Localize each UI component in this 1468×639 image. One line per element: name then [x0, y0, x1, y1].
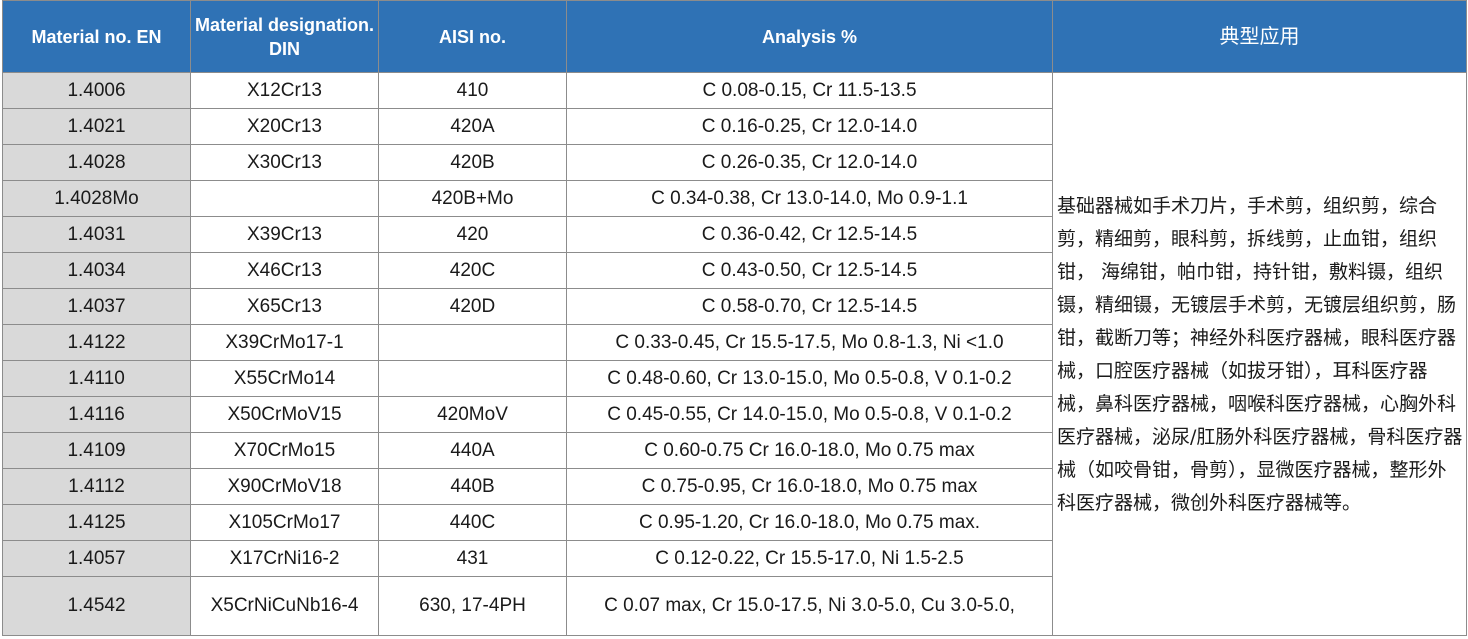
cell-material-designation-din: X12Cr13 — [190, 72, 379, 109]
cell-material-designation-din: X39Cr13 — [190, 216, 379, 253]
cell-analysis: C 0.95-1.20, Cr 16.0-18.0, Mo 0.75 max. — [566, 504, 1053, 541]
cell-aisi-no — [378, 360, 567, 397]
cell-aisi-no: 440C — [378, 504, 567, 541]
table-row: 1.4037 X65Cr13 420D C 0.58-0.70, Cr 12.5-14… — [2, 288, 1467, 325]
header-typical-application: 典型应用 — [1052, 0, 1467, 73]
table-row: 1.4031 X39Cr13 420 C 0.36-0.42, Cr 12.5-14.… — [2, 216, 1467, 253]
cell-aisi-no: 431 — [378, 540, 567, 577]
cell-analysis: C 0.33-0.45, Cr 15.5-17.5, Mo 0.8-1.3, N… — [566, 324, 1053, 361]
cell-aisi-no: 420MoV — [378, 396, 567, 433]
cell-material-no-en: 1.4112 — [2, 468, 191, 505]
cell-material-no-en: 1.4037 — [2, 288, 191, 325]
cell-aisi-no: 410 — [378, 72, 567, 109]
cell-material-no-en: 1.4028 — [2, 144, 191, 181]
cell-material-no-en: 1.4116 — [2, 396, 191, 433]
table-row: 1.4125 X105CrMo17 440C C 0.95-1.20, Cr 16.0… — [2, 504, 1467, 541]
table-row: 1.4542 X5CrNiCuNb16-4 630, 17-4PH C 0.07 ma… — [2, 576, 1467, 636]
cell-material-designation-din: X55CrMo14 — [190, 360, 379, 397]
cell-material-no-en: 1.4028Mo — [2, 180, 191, 217]
cell-material-no-en: 1.4006 — [2, 72, 191, 109]
table-row: 1.4122 X39CrMo17-1 C 0.33-0.45, Cr 15.5-17… — [2, 324, 1467, 361]
cell-aisi-no: 420D — [378, 288, 567, 325]
cell-aisi-no: 420 — [378, 216, 567, 253]
table-row: 1.4028 X30Cr13 420B C 0.26-0.35, Cr 12.0-14… — [2, 144, 1467, 181]
cell-material-no-en: 1.4125 — [2, 504, 191, 541]
cell-analysis: C 0.48-0.60, Cr 13.0-15.0, Mo 0.5-0.8, V… — [566, 360, 1053, 397]
cell-material-designation-din: X90CrMoV18 — [190, 468, 379, 505]
cell-material-no-en: 1.4542 — [2, 576, 191, 636]
table-row: 1.4028Mo 420B+Mo C 0.34-0.38, Cr 13.0-14.0… — [2, 180, 1467, 217]
header-material-designation-din: Material designation. DIN — [190, 0, 379, 73]
cell-material-designation-din: X5CrNiCuNb16-4 — [190, 576, 379, 636]
cell-aisi-no: 420C — [378, 252, 567, 289]
cell-aisi-no: 440A — [378, 432, 567, 469]
cell-analysis: C 0.16-0.25, Cr 12.0-14.0 — [566, 108, 1053, 145]
cell-material-no-en: 1.4122 — [2, 324, 191, 361]
header-analysis: Analysis % — [566, 0, 1053, 73]
cell-aisi-no: 420B+Mo — [378, 180, 567, 217]
cell-material-designation-din: X105CrMo17 — [190, 504, 379, 541]
cell-aisi-no: 420B — [378, 144, 567, 181]
table-row: 1.4110 X55CrMo14 C 0.48-0.60, Cr 13.0-15.0… — [2, 360, 1467, 397]
cell-analysis: C 0.34-0.38, Cr 13.0-14.0, Mo 0.9-1.1 — [566, 180, 1053, 217]
header-aisi-no: AISI no. — [378, 0, 567, 73]
cell-material-designation-din — [190, 180, 379, 217]
cell-material-designation-din: X17CrNi16-2 — [190, 540, 379, 577]
cell-analysis: C 0.12-0.22, Cr 15.5-17.0, Ni 1.5-2.5 — [566, 540, 1053, 577]
cell-analysis: C 0.36-0.42, Cr 12.5-14.5 — [566, 216, 1053, 253]
cell-material-designation-din: X30Cr13 — [190, 144, 379, 181]
cell-material-designation-din: X39CrMo17-1 — [190, 324, 379, 361]
table-row: 1.4057 X17CrNi16-2 431 C 0.12-0.22, Cr 15.5… — [2, 540, 1467, 577]
cell-analysis: C 0.58-0.70, Cr 12.5-14.5 — [566, 288, 1053, 325]
cell-analysis: C 0.45-0.55, Cr 14.0-15.0, Mo 0.5-0.8, V… — [566, 396, 1053, 433]
cell-material-no-en: 1.4110 — [2, 360, 191, 397]
cell-material-no-en: 1.4057 — [2, 540, 191, 577]
cell-material-no-en: 1.4021 — [2, 108, 191, 145]
cell-aisi-no — [378, 324, 567, 361]
table-header: Material no. EN Material designation. DI… — [2, 0, 1467, 73]
cell-material-designation-din: X65Cr13 — [190, 288, 379, 325]
cell-analysis: C 0.08-0.15, Cr 11.5-13.5 — [566, 72, 1053, 109]
table-body: 1.4006 X12Cr13 410 C 0.08-0.15, Cr 11.5-13.… — [2, 72, 1467, 636]
cell-material-designation-din: X70CrMo15 — [190, 432, 379, 469]
cell-material-designation-din: X20Cr13 — [190, 108, 379, 145]
cell-aisi-no: 440B — [378, 468, 567, 505]
header-row: Material no. EN Material designation. DI… — [2, 0, 1467, 73]
cell-analysis: C 0.75-0.95, Cr 16.0-18.0, Mo 0.75 max — [566, 468, 1053, 505]
cell-material-designation-din: X46Cr13 — [190, 252, 379, 289]
cell-aisi-no: 630, 17-4PH — [378, 576, 567, 636]
table-row: 1.4021 X20Cr13 420A C 0.16-0.25, Cr 12.0-14… — [2, 108, 1467, 145]
table-row: 1.4006 X12Cr13 410 C 0.08-0.15, Cr 11.5-13.… — [2, 72, 1467, 636]
cell-material-no-en: 1.4031 — [2, 216, 191, 253]
header-material-no-en: Material no. EN — [2, 0, 191, 73]
cell-material-designation-din: X50CrMoV15 — [190, 396, 379, 433]
cell-analysis: C 0.07 max, Cr 15.0-17.5, Ni 3.0-5.0, Cu… — [566, 576, 1053, 636]
cell-analysis: C 0.60-0.75 Cr 16.0-18.0, Mo 0.75 max — [566, 432, 1053, 469]
cell-typical-application: 基础器械如手术刀片，手术剪，组织剪，综合剪，精细剪，眼科剪，拆线剪，止血钳，组织… — [1052, 72, 1467, 636]
cell-material-no-en: 1.4034 — [2, 252, 191, 289]
cell-material-no-en: 1.4109 — [2, 432, 191, 469]
cell-aisi-no: 420A — [378, 108, 567, 145]
table-row: 1.4034 X46Cr13 420C C 0.43-0.50, Cr 12.5-14… — [2, 252, 1467, 289]
cell-analysis: C 0.26-0.35, Cr 12.0-14.0 — [566, 144, 1053, 181]
cell-analysis: C 0.43-0.50, Cr 12.5-14.5 — [566, 252, 1053, 289]
